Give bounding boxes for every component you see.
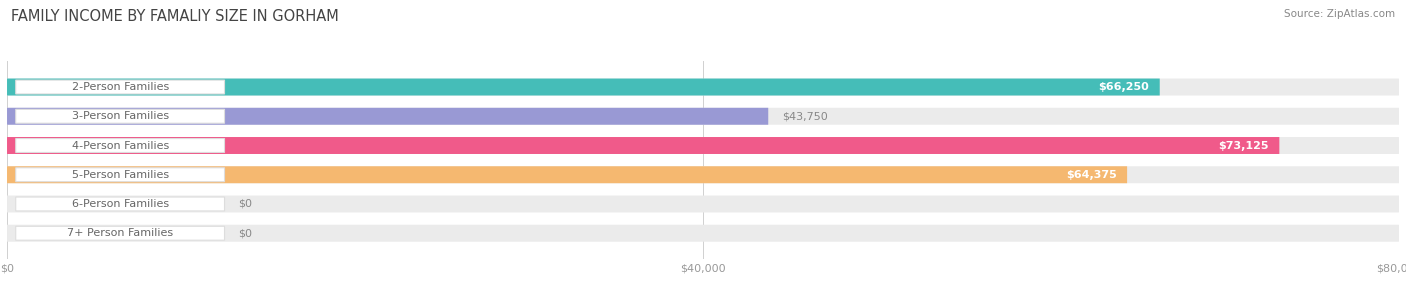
Text: $0: $0: [239, 228, 253, 238]
FancyBboxPatch shape: [15, 138, 225, 152]
Text: Source: ZipAtlas.com: Source: ZipAtlas.com: [1284, 9, 1395, 19]
Text: 2-Person Families: 2-Person Families: [72, 82, 169, 92]
FancyBboxPatch shape: [7, 108, 1399, 125]
Text: 4-Person Families: 4-Person Families: [72, 141, 169, 150]
FancyBboxPatch shape: [7, 225, 1399, 242]
Text: $64,375: $64,375: [1066, 170, 1116, 180]
FancyBboxPatch shape: [7, 137, 1279, 154]
FancyBboxPatch shape: [15, 226, 225, 240]
Text: FAMILY INCOME BY FAMALIY SIZE IN GORHAM: FAMILY INCOME BY FAMALIY SIZE IN GORHAM: [11, 9, 339, 24]
FancyBboxPatch shape: [7, 166, 1399, 183]
Text: $0: $0: [239, 199, 253, 209]
Text: 3-Person Families: 3-Person Families: [72, 111, 169, 121]
Text: 6-Person Families: 6-Person Families: [72, 199, 169, 209]
FancyBboxPatch shape: [15, 197, 225, 211]
FancyBboxPatch shape: [15, 168, 225, 182]
FancyBboxPatch shape: [7, 108, 768, 125]
FancyBboxPatch shape: [7, 79, 1160, 95]
Text: $73,125: $73,125: [1219, 141, 1268, 150]
Text: $43,750: $43,750: [782, 111, 828, 121]
FancyBboxPatch shape: [7, 79, 1399, 95]
FancyBboxPatch shape: [7, 196, 1399, 213]
Text: $66,250: $66,250: [1098, 82, 1149, 92]
Text: 5-Person Families: 5-Person Families: [72, 170, 169, 180]
Text: 7+ Person Families: 7+ Person Families: [67, 228, 173, 238]
FancyBboxPatch shape: [7, 166, 1128, 183]
FancyBboxPatch shape: [7, 137, 1399, 154]
FancyBboxPatch shape: [15, 109, 225, 123]
FancyBboxPatch shape: [15, 80, 225, 94]
